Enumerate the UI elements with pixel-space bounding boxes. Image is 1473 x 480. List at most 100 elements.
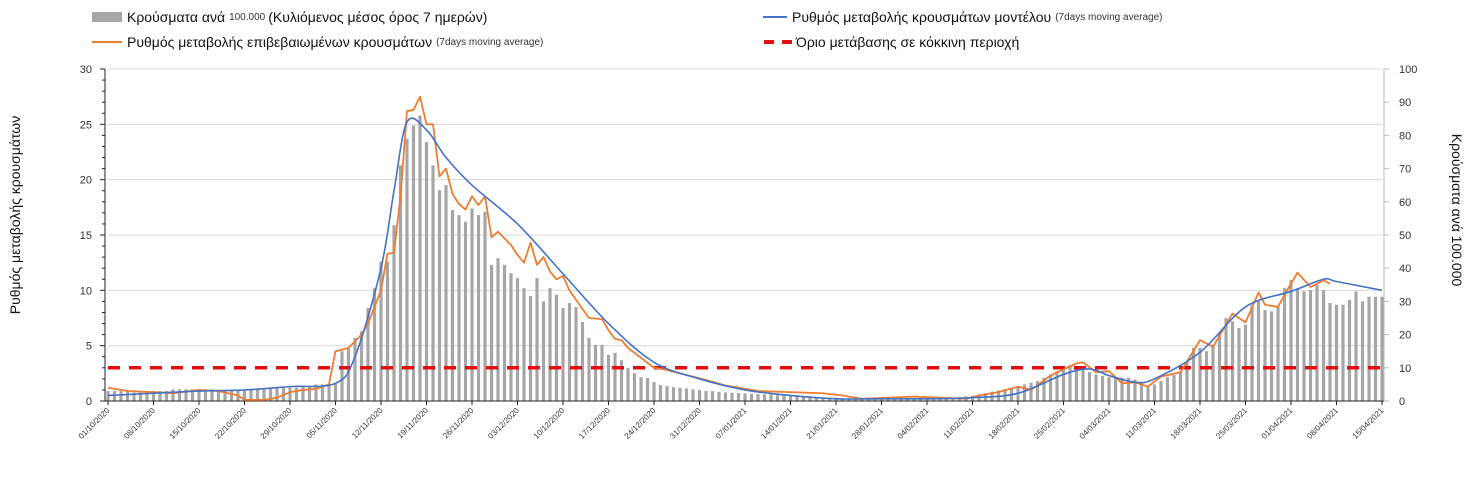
bar [561, 308, 565, 401]
bar [353, 337, 357, 401]
bar [275, 387, 279, 401]
x-tick-label: 18/02/2021 [987, 406, 1022, 441]
bar [483, 211, 487, 401]
bar [489, 264, 494, 401]
bar [1380, 296, 1384, 401]
bar [177, 389, 182, 401]
x-tick-label: 15/04/2021 [1351, 406, 1386, 441]
x-tick-label: 05/11/2020 [305, 406, 340, 441]
bar [158, 391, 162, 401]
bar [112, 391, 117, 401]
bar [1315, 284, 1319, 401]
legend-label-red: Όριο μετάβασης σε κόκκινη περιοχή [796, 34, 1020, 50]
bar [340, 351, 344, 401]
bar [1276, 307, 1280, 401]
bar [749, 393, 754, 401]
bars [106, 115, 1384, 402]
bar [873, 398, 877, 401]
bar [769, 394, 773, 401]
bar [814, 397, 819, 401]
x-tick-label: 25/03/2021 [1214, 406, 1249, 441]
bar [580, 321, 585, 401]
bar [528, 296, 533, 401]
bar [801, 396, 806, 401]
x-tick-label: 01/04/2021 [1260, 406, 1295, 441]
bar [886, 399, 890, 401]
bar [509, 273, 513, 401]
left-tick-label: 25 [80, 119, 92, 131]
bar [392, 225, 396, 401]
bar [333, 382, 338, 401]
bar [1230, 321, 1235, 401]
bar [554, 294, 559, 401]
bar [197, 389, 201, 401]
bar [899, 399, 903, 401]
bar [1191, 347, 1196, 401]
bar [1022, 384, 1027, 401]
bar [691, 389, 695, 401]
bar [327, 384, 331, 401]
bar [541, 301, 546, 401]
bar [411, 125, 416, 401]
legend-label-orange-note: (7days moving average) [436, 36, 544, 48]
bar [1061, 367, 1066, 401]
bar [652, 382, 656, 401]
bar [912, 399, 916, 401]
bar [723, 392, 728, 401]
bar [372, 288, 377, 401]
bar [255, 389, 260, 401]
bar [125, 391, 130, 401]
bar [866, 398, 871, 401]
x-tick-label: 04/02/2021 [896, 406, 931, 441]
bar [600, 344, 604, 401]
x-tick-label: 07/01/2021 [714, 406, 749, 441]
bar [184, 389, 188, 401]
series-line-confirmed-cases-rate [107, 95, 1331, 401]
bar [496, 258, 500, 401]
bar [548, 288, 552, 401]
bar [1263, 310, 1267, 401]
legend-swatch-red [764, 40, 792, 44]
bar [925, 398, 929, 401]
bar [216, 391, 221, 401]
bar [1211, 344, 1215, 401]
bar [684, 388, 689, 401]
bar [905, 399, 910, 401]
right-axis-title: Κρούσματα ανά 100.000 [1449, 134, 1465, 287]
bar [658, 385, 663, 401]
bar [879, 399, 884, 401]
bar [1068, 365, 1072, 401]
left-tick-label: 20 [80, 175, 92, 187]
bar [1198, 347, 1202, 401]
left-tick-label: 30 [80, 64, 92, 76]
bar [106, 391, 110, 401]
bar [918, 399, 923, 401]
bar [385, 261, 390, 401]
bar [1055, 371, 1059, 401]
bar [366, 308, 370, 401]
bar [132, 392, 136, 401]
bar [808, 396, 812, 401]
right-tick-label: 10 [1399, 363, 1411, 375]
right-tick-label: 70 [1399, 164, 1411, 176]
x-tick-label: 22/10/2020 [213, 406, 248, 441]
bar [678, 387, 682, 401]
bar [645, 378, 650, 401]
bar [567, 303, 572, 401]
legend-label-blue-note: (7days moving average) [1055, 11, 1163, 23]
bar [1165, 377, 1170, 401]
bar [1250, 304, 1254, 401]
bar [1289, 280, 1293, 401]
bar [671, 387, 676, 401]
bar [1126, 377, 1131, 401]
bar [788, 395, 793, 401]
left-tick-label: 5 [86, 341, 92, 353]
bar [1029, 382, 1033, 401]
bar [294, 387, 299, 401]
bar [249, 389, 253, 401]
bar [1133, 379, 1137, 401]
bar [1185, 361, 1189, 401]
bar [535, 278, 539, 401]
bar [1360, 301, 1365, 401]
